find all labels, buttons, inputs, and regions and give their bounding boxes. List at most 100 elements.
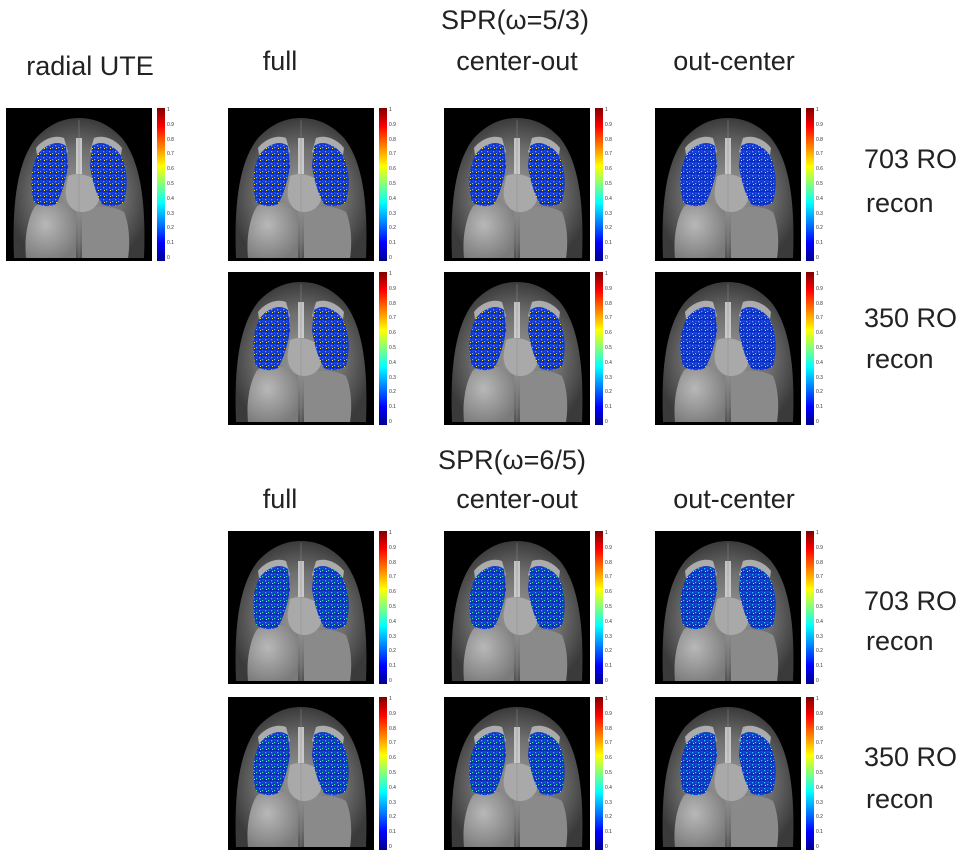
mri-image <box>655 531 801 684</box>
colorbar-tick-label: 1 <box>816 271 819 277</box>
colorbar-tick-label: 0.6 <box>816 755 823 762</box>
colorbar-tick-label: 0.3 <box>389 374 396 381</box>
panel-spr65-out-center-703: 1 0.9 0.8 0.7 0.6 0.5 0.4 0.3 0.2 0.1 0 <box>655 531 837 684</box>
colorbar-tick-label: 0.3 <box>389 210 396 217</box>
colorbar-tick-label: 0.7 <box>605 740 612 747</box>
colorbar-tick-label: 0.5 <box>605 181 612 187</box>
colorbar-tick-label: 1 <box>605 530 608 536</box>
colorbar-tick-label: 0.7 <box>816 574 823 581</box>
colorbar-tick-label: 0.4 <box>816 618 823 625</box>
colorbar-tick-label: 0.6 <box>816 589 823 596</box>
colorbar-tick-label: 0 <box>389 678 392 684</box>
colorbar-tick-label: 0.3 <box>816 799 823 806</box>
panel-spr65-out-center-350: 1 0.9 0.8 0.7 0.6 0.5 0.4 0.3 0.2 0.1 0 <box>655 697 837 850</box>
colorbar-tick-label: 0.7 <box>605 151 612 158</box>
row-label-703-top-1: 703 RO <box>864 144 958 174</box>
colorbar-tick-label: 0.1 <box>389 829 396 836</box>
colorbar-tick-label: 0.6 <box>389 755 396 762</box>
spr-bottom-label: SPR(ω=6/5) <box>438 445 586 475</box>
colorbar-tick-label: 0.7 <box>816 151 823 158</box>
colorbar-tick-label: 0.5 <box>389 345 396 351</box>
colorbar-tick-label: 0.6 <box>167 166 174 173</box>
colorbar-tick-label: 0 <box>816 255 819 261</box>
colorbar-ticks: 1 0.9 0.8 0.7 0.6 0.5 0.4 0.3 0.2 0.1 0 <box>389 272 405 425</box>
colorbar-tick-label: 0 <box>167 255 170 261</box>
colorbar-tick-label: 0.2 <box>389 814 396 821</box>
colorbar-tick-label: 0.2 <box>816 814 823 821</box>
colorbar-ticks: 1 0.9 0.8 0.7 0.6 0.5 0.4 0.3 0.2 0.1 0 <box>816 697 832 850</box>
colorbar-tick-label: 0.7 <box>389 740 396 747</box>
colorbar <box>806 272 814 425</box>
row-label-703-top-2: recon <box>866 188 934 218</box>
colorbar <box>806 108 814 261</box>
colorbar-tick-label: 0.6 <box>605 330 612 337</box>
colorbar-tick-label: 0.4 <box>389 359 396 366</box>
colorbar-tick-label: 0.4 <box>816 359 823 366</box>
column-out-center-top: out-center <box>673 46 795 76</box>
colorbar-tick-label: 0.9 <box>605 710 612 717</box>
colorbar <box>595 697 603 850</box>
colorbar-tick-label: 0.3 <box>389 633 396 640</box>
colorbar-tick-label: 0.1 <box>816 240 823 247</box>
colorbar-tick-label: 0.5 <box>605 604 612 610</box>
row-label-350-top-2: recon <box>866 344 934 374</box>
colorbar-tick-label: 0.2 <box>167 225 174 232</box>
colorbar-tick-label: 1 <box>816 107 819 113</box>
colorbar-tick-label: 0.1 <box>605 240 612 247</box>
colorbar-tick-label: 1 <box>389 107 392 113</box>
colorbar-tick-label: 0.2 <box>816 648 823 655</box>
colorbar-tick-label: 0.8 <box>816 725 823 732</box>
colorbar-tick-label: 0.5 <box>605 345 612 351</box>
colorbar-tick-label: 0.9 <box>389 285 396 292</box>
panel-spr53-center-out-350: 1 0.9 0.8 0.7 0.6 0.5 0.4 0.3 0.2 0.1 0 <box>444 272 626 425</box>
colorbar-tick-label: 0.7 <box>816 740 823 747</box>
mri-image <box>6 108 152 261</box>
colorbar-ticks: 1 0.9 0.8 0.7 0.6 0.5 0.4 0.3 0.2 0.1 0 <box>167 108 183 261</box>
colorbar-tick-label: 0.4 <box>389 784 396 791</box>
colorbar-tick-label: 0.6 <box>605 755 612 762</box>
colorbar <box>595 272 603 425</box>
colorbar-tick-label: 0.8 <box>389 725 396 732</box>
colorbar-tick-label: 0.5 <box>389 770 396 776</box>
colorbar-tick-label: 0.4 <box>605 618 612 625</box>
colorbar-tick-label: 0.7 <box>167 151 174 158</box>
colorbar-tick-label: 0.1 <box>605 404 612 411</box>
spr-top-label: SPR(ω=5/3) <box>441 5 589 35</box>
colorbar-tick-label: 0.2 <box>605 389 612 396</box>
colorbar-tick-label: 0 <box>605 678 608 684</box>
colorbar-tick-label: 0.3 <box>605 633 612 640</box>
colorbar-tick-label: 0.9 <box>389 710 396 717</box>
colorbar-tick-label: 0.8 <box>389 136 396 143</box>
mri-image <box>444 697 590 850</box>
mri-image <box>444 108 590 261</box>
colorbar-tick-label: 0.6 <box>389 330 396 337</box>
colorbar-tick-label: 0.8 <box>605 300 612 307</box>
colorbar-tick-label: 0.6 <box>605 166 612 173</box>
colorbar-tick-label: 0.7 <box>816 315 823 322</box>
column-radial-ute: radial UTE <box>26 51 154 81</box>
colorbar-tick-label: 0.5 <box>816 181 823 187</box>
colorbar-tick-label: 0.5 <box>389 181 396 187</box>
colorbar-tick-label: 0.1 <box>816 404 823 411</box>
colorbar-tick-label: 0.2 <box>389 225 396 232</box>
panel-radial-ute: 1 0.9 0.8 0.7 0.6 0.5 0.4 0.3 0.2 0.1 0 <box>6 108 188 261</box>
colorbar-tick-label: 0.9 <box>605 121 612 128</box>
colorbar-tick-label: 0.8 <box>389 559 396 566</box>
colorbar-tick-label: 0.3 <box>605 374 612 381</box>
colorbar-tick-label: 0.9 <box>816 710 823 717</box>
colorbar-tick-label: 1 <box>816 530 819 536</box>
colorbar <box>379 272 387 425</box>
colorbar-tick-label: 0.8 <box>167 136 174 143</box>
colorbar-tick-label: 0.6 <box>389 589 396 596</box>
colorbar-tick-label: 0.5 <box>816 604 823 610</box>
colorbar-tick-label: 0.7 <box>389 574 396 581</box>
colorbar-tick-label: 0.2 <box>816 389 823 396</box>
colorbar-tick-label: 0.9 <box>816 121 823 128</box>
column-out-center-bottom: out-center <box>673 484 795 514</box>
panel-spr53-full-350: 1 0.9 0.8 0.7 0.6 0.5 0.4 0.3 0.2 0.1 0 <box>228 272 410 425</box>
colorbar-tick-label: 1 <box>605 271 608 277</box>
colorbar-tick-label: 0.6 <box>389 166 396 173</box>
colorbar-tick-label: 0.3 <box>816 210 823 217</box>
colorbar-tick-label: 0 <box>389 844 392 850</box>
colorbar-tick-label: 0.9 <box>816 285 823 292</box>
